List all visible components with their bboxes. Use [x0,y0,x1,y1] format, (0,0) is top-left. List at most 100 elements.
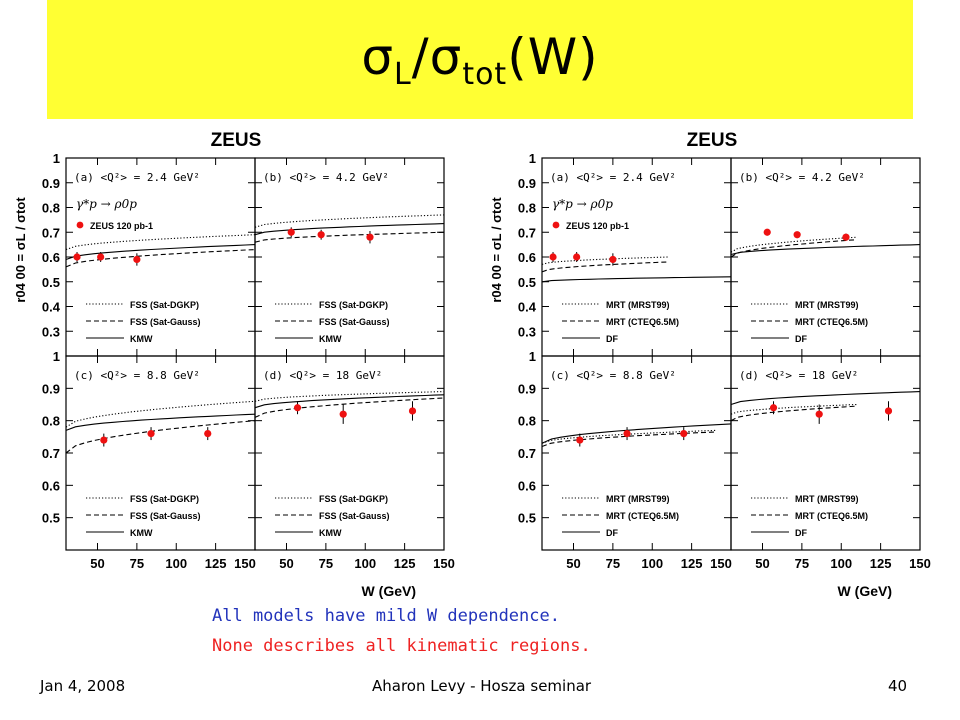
legend-label: FSS (Sat-DGKP) [319,300,388,310]
panel-label: (d) <Q²> = 18 GeV² [739,369,858,382]
y-tick-label: 0.7 [518,446,536,461]
y-tick-label: 0.9 [42,176,60,191]
x-tick-label: 125 [870,556,892,571]
curve-solid [65,244,256,261]
curve-solid [541,276,732,283]
x-tick-label: 100 [165,556,187,571]
process-label: γ*p → ρ0p [76,197,137,211]
y-tick-label: 0.6 [42,250,60,265]
figure-left: ZEUS r04 00 = σL / σtot W (GeV) 0.3 0.4 0.5 0.… [8,122,468,602]
legend-label: FSS (Sat-Gauss) [319,511,390,521]
data-point [549,253,557,261]
x-tick-label: 150 [909,556,931,571]
legend-label: MRT (MRST99) [795,494,859,504]
y-tick-label: 0.8 [42,201,60,216]
curve-dashed [254,397,445,418]
curve-solid [730,244,921,256]
data-point [366,233,374,241]
y-tick-label: 0.9 [42,381,60,396]
footer-date: Jan 4, 2008 [40,677,126,695]
data-point [73,253,81,261]
y-tick-label: 0.7 [42,446,60,461]
data-point [317,231,325,239]
y-tick-label: 0.5 [518,275,536,290]
data-point [815,410,823,418]
legend-label: FSS (Sat-Gauss) [130,317,201,327]
chart-title: ZEUS [687,130,738,151]
x-tick-label: 150 [433,556,455,571]
x-tick-label: 125 [681,556,703,571]
curve-solid [541,423,732,444]
legend-label: FSS (Sat-Gauss) [319,317,390,327]
data-point [680,430,688,438]
curve-dashed [541,261,669,273]
title-bar: σL/σtot(W) [47,0,913,119]
legend-label: MRT (CTEQ6.5M) [795,317,868,327]
data-point [147,430,155,438]
data-point [842,233,850,241]
y-tick-label: 0.5 [42,275,60,290]
curve-dashed [65,249,256,268]
y-tick-label: 0.5 [42,511,60,526]
y-axis-label: r04 00 = σL / σtot [489,197,504,303]
curve-dashed [730,405,858,422]
legend-label: KMW [130,334,153,344]
x-tick-label: 50 [90,556,104,571]
curve-dashed [65,420,256,454]
panel-d: 50 75 100 125 150 (d) <Q²> = 18 GeV² MRT (MRST… [730,355,931,571]
footer-page-number: 40 [888,677,908,695]
x-tick-label: 100 [641,556,663,571]
y-tick-label: 0.9 [518,176,536,191]
panel-b: (b) <Q²> = 4.2 GeV² FSS (Sat-DGKP) FSS (Sa… [254,157,445,357]
y-tick-label: 0.4 [518,300,537,315]
data-legend-label: ZEUS 120 pb-1 [90,221,153,231]
curve-solid [254,394,445,409]
legend-label: KMW [319,528,342,538]
data-point [769,404,778,412]
legend-label: KMW [130,528,153,538]
y-tick-label: 0.5 [518,511,536,526]
panel-label: (a) <Q²> = 2.4 GeV² [550,171,676,184]
y-tick-label: 1 [53,349,60,364]
figure-right: ZEUS r04 00 = σL / σtot W (GeV) 0.3 0.4 0.5 0.… [484,122,944,602]
panel-label: (d) <Q²> = 18 GeV² [263,369,382,382]
x-tick-label: 50 [279,556,293,571]
y-tick-label: 1 [529,151,536,166]
y-tick-label: 0.8 [518,201,536,216]
panel-b: (b) <Q²> = 4.2 GeV² MRT (MRST99) MRT (CTEQ… [730,157,921,357]
curve-solid [254,223,445,236]
x-tick-label: 125 [205,556,227,571]
chart-right: ZEUS r04 00 = σL / σtot W (GeV) 0.3 0.4 0.5 0.… [489,130,931,599]
y-tick-label: 0.7 [518,225,536,240]
y-tick-label: 0.6 [518,250,536,265]
data-point [408,407,417,415]
legend-label: MRT (CTEQ6.5M) [606,317,679,327]
data-point [133,255,141,264]
curve-solid [65,413,256,431]
x-tick-label: 75 [319,556,333,571]
x-tick-label: 150 [710,556,732,571]
legend-label: DF [795,528,807,538]
data-point [576,436,584,444]
curve-dashed [254,231,445,243]
footer-presenter: Aharon Levy - Hosza seminar [372,677,592,695]
data-legend-label: ZEUS 120 pb-1 [566,221,629,231]
legend-label: MRT (CTEQ6.5M) [606,511,679,521]
legend-label: MRT (CTEQ6.5M) [795,511,868,521]
x-axis-label: W (GeV) [362,583,416,599]
note-mild-dependence: All models have mild W dependence. [212,606,560,626]
curve-dotted [730,236,858,253]
legend-label: DF [606,334,618,344]
y-tick-label: 0.4 [42,300,61,315]
curve-dashed [730,239,858,258]
data-point [287,228,295,236]
y-tick-label: 0.3 [518,324,536,339]
x-tick-label: 75 [130,556,144,571]
legend-label: DF [606,528,618,538]
x-axis-label: W (GeV) [838,583,892,599]
x-tick-label: 75 [795,556,809,571]
curve-dotted [541,256,669,265]
